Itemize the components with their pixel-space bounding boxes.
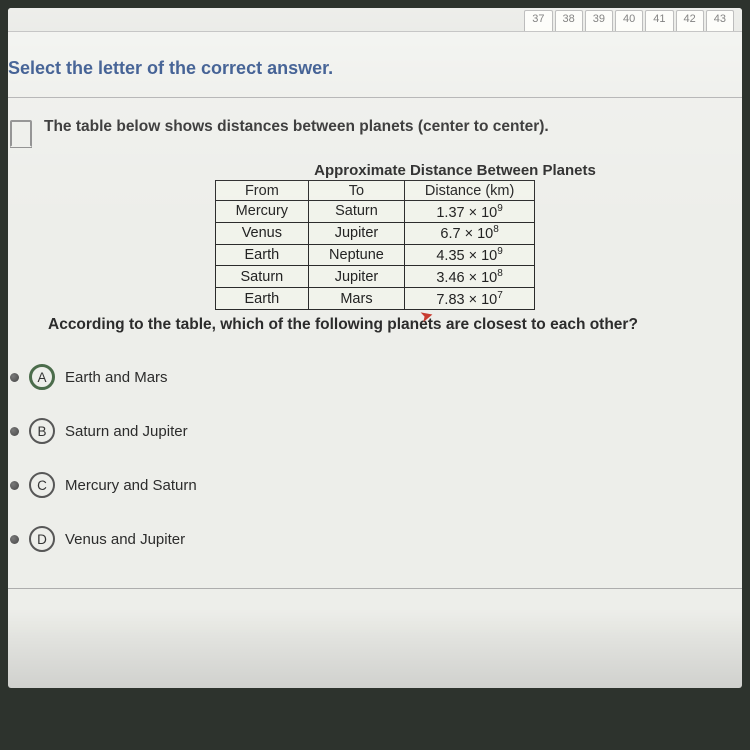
content-area: Select the letter of the correct answer.… xyxy=(8,32,742,589)
question-header: The table below shows distances between … xyxy=(8,98,742,156)
cell-distance: 3.46 × 108 xyxy=(404,266,534,288)
cell-to: Neptune xyxy=(309,244,405,266)
cell-distance: 7.83 × 107 xyxy=(404,288,534,310)
nav-tab[interactable]: 39 xyxy=(585,10,613,31)
nav-tab[interactable]: 41 xyxy=(645,10,673,31)
option-b[interactable]: B Saturn and Jupiter xyxy=(8,404,742,458)
screen-shadow xyxy=(8,608,742,688)
col-to: To xyxy=(309,181,405,201)
question-followup: According to the table, which of the fol… xyxy=(8,312,742,336)
option-d[interactable]: D Venus and Jupiter xyxy=(8,512,742,566)
option-c[interactable]: C Mercury and Saturn xyxy=(8,458,742,512)
nav-tab[interactable]: 38 xyxy=(555,10,583,31)
nav-tab[interactable]: 43 xyxy=(706,10,734,31)
option-a[interactable]: A Earth and Mars xyxy=(8,350,742,404)
cell-distance: 1.37 × 109 xyxy=(404,201,534,223)
divider xyxy=(8,588,742,589)
strikethrough-toggle-icon[interactable] xyxy=(10,373,19,382)
strikethrough-toggle-icon[interactable] xyxy=(10,535,19,544)
table-header-row: From To Distance (km) xyxy=(215,181,535,201)
nav-tab[interactable]: 37 xyxy=(524,10,552,31)
table-row: Earth Mars 7.83 × 107 xyxy=(215,288,535,310)
question-stem: The table below shows distances between … xyxy=(44,118,549,136)
table-title: Approximate Distance Between Planets xyxy=(168,162,742,179)
device-frame: 37 38 39 40 41 42 43 Select the letter o… xyxy=(0,0,750,750)
cell-to: Jupiter xyxy=(309,266,405,288)
option-label: Venus and Jupiter xyxy=(65,531,185,548)
option-letter-c[interactable]: C xyxy=(29,472,55,498)
instruction-text: Select the letter of the correct answer. xyxy=(8,50,742,98)
nav-tab[interactable]: 40 xyxy=(615,10,643,31)
option-label: Saturn and Jupiter xyxy=(65,423,188,440)
table-row: Earth Neptune 4.35 × 109 xyxy=(215,244,535,266)
table-row: Mercury Saturn 1.37 × 109 xyxy=(215,201,535,223)
cell-from: Saturn xyxy=(215,266,308,288)
distance-table: From To Distance (km) Mercury Saturn 1.3… xyxy=(215,180,536,310)
option-letter-d[interactable]: D xyxy=(29,526,55,552)
cell-from: Mercury xyxy=(215,201,308,223)
question-nav-tabs: 37 38 39 40 41 42 43 xyxy=(8,8,742,32)
col-from: From xyxy=(215,181,308,201)
cell-to: Mars xyxy=(309,288,405,310)
table-row: Saturn Jupiter 3.46 × 108 xyxy=(215,266,535,288)
cell-from: Earth xyxy=(215,288,308,310)
answer-options: A Earth and Mars B Saturn and Jupiter C … xyxy=(8,336,742,566)
option-label: Earth and Mars xyxy=(65,369,168,386)
cell-from: Venus xyxy=(215,222,308,244)
bookmark-icon[interactable] xyxy=(10,120,32,148)
cell-from: Earth xyxy=(215,244,308,266)
table-row: Venus Jupiter 6.7 × 108 xyxy=(215,222,535,244)
cell-distance: 4.35 × 109 xyxy=(404,244,534,266)
cell-to: Jupiter xyxy=(309,222,405,244)
col-distance: Distance (km) xyxy=(404,181,534,201)
table-wrap: Approximate Distance Between Planets Fro… xyxy=(8,162,742,310)
cell-distance: 6.7 × 108 xyxy=(404,222,534,244)
nav-tab[interactable]: 42 xyxy=(676,10,704,31)
strikethrough-toggle-icon[interactable] xyxy=(10,427,19,436)
cell-to: Saturn xyxy=(309,201,405,223)
option-letter-a[interactable]: A xyxy=(29,364,55,390)
screen: 37 38 39 40 41 42 43 Select the letter o… xyxy=(8,8,742,688)
option-label: Mercury and Saturn xyxy=(65,477,197,494)
option-letter-b[interactable]: B xyxy=(29,418,55,444)
strikethrough-toggle-icon[interactable] xyxy=(10,481,19,490)
